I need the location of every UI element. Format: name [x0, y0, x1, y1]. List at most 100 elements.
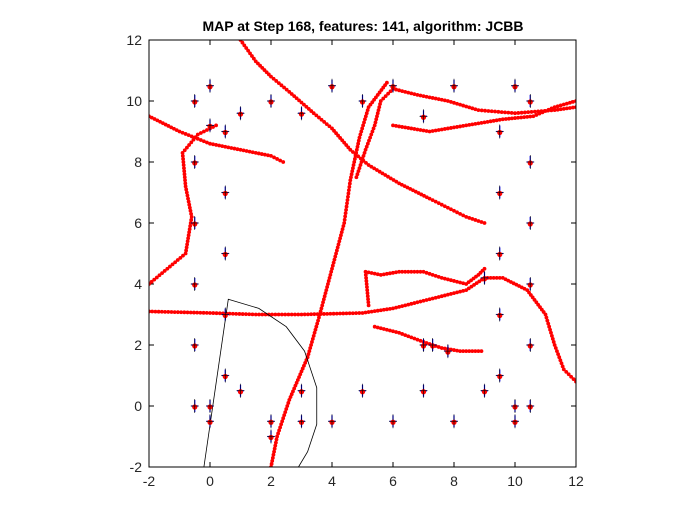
trajectory-point [375, 308, 380, 313]
trajectory-point [180, 154, 185, 158]
trajectory-point [544, 315, 549, 320]
trajectory-point [506, 110, 511, 115]
trajectory-point [181, 160, 186, 164]
trajectory-point [427, 271, 432, 276]
trajectory-point [315, 321, 320, 326]
trajectory-point [491, 118, 496, 123]
trajectory-point [499, 110, 504, 114]
trajectory-point [186, 133, 191, 138]
trajectory-point [271, 452, 276, 457]
trajectory-point [564, 369, 569, 374]
trajectory-point [555, 104, 560, 109]
trajectory-point [279, 312, 284, 317]
trajectory-point [375, 111, 380, 116]
trajectory-point [403, 333, 408, 337]
trajectory-point [522, 115, 527, 120]
trajectory-point [351, 166, 355, 171]
trajectory-point [394, 330, 398, 334]
trajectory-point [360, 126, 365, 131]
trajectory-point [189, 215, 194, 219]
trajectory-point [385, 307, 389, 312]
trajectory-point [295, 378, 300, 382]
trajectory-point [250, 150, 255, 155]
trajectory-point [391, 306, 395, 311]
trajectory-point [187, 202, 192, 207]
trajectory-point [377, 169, 382, 174]
trajectory-point [496, 109, 501, 114]
trajectory-point [313, 327, 318, 332]
trajectory-point [442, 204, 447, 209]
trajectory-point [406, 269, 411, 274]
trajectory-point [297, 375, 301, 380]
trajectory-point [372, 166, 377, 171]
trajectory-point [369, 132, 374, 137]
trajectory-point [289, 312, 294, 317]
trajectory-point [184, 248, 189, 253]
trajectory-point [461, 124, 466, 128]
trajectory-point [559, 361, 564, 366]
trajectory-point [180, 130, 185, 135]
trajectory-point [180, 150, 185, 155]
trajectory-point [458, 211, 462, 216]
trajectory-point [461, 281, 466, 286]
trajectory-point [560, 364, 565, 369]
trajectory-point [400, 332, 405, 336]
trajectory-point [388, 89, 393, 94]
trajectory-point [278, 158, 283, 163]
trajectory-point [371, 126, 376, 131]
trajectory-point [283, 312, 288, 317]
trajectory-point [321, 297, 326, 302]
trajectory-point [566, 372, 571, 377]
trajectory-point [534, 113, 539, 117]
trajectory-point [403, 125, 408, 130]
trajectory-point [270, 312, 274, 317]
trajectory-point [357, 166, 362, 171]
trajectory-point [183, 251, 188, 256]
trajectory-point [187, 230, 192, 235]
trajectory-point [551, 340, 556, 344]
trajectory-point [317, 315, 321, 320]
trajectory-point [325, 285, 330, 289]
trajectory-point [193, 135, 198, 140]
trajectory-point [476, 349, 481, 353]
trajectory-point [322, 312, 326, 316]
trajectory-point [343, 214, 348, 219]
trajectory-point [188, 208, 193, 213]
chart-title: MAP at Step 168, features: 141, algorith… [202, 18, 523, 34]
trajectory-point [476, 219, 481, 223]
trajectory-point [424, 298, 429, 302]
y-tick-label: 4 [134, 276, 142, 292]
trajectory-point [338, 236, 343, 241]
trajectory-point [331, 260, 336, 265]
trajectory-point [169, 310, 174, 314]
trajectory-point [412, 92, 417, 97]
x-tick-label: 4 [328, 473, 336, 489]
trajectory-point [314, 113, 319, 118]
trajectory-point [312, 330, 317, 335]
trajectory-point [354, 311, 358, 316]
trajectory-point [214, 311, 219, 316]
trajectory-point [168, 264, 172, 269]
trajectory-point [433, 273, 438, 278]
trajectory-point [470, 217, 475, 221]
trajectory-point [365, 291, 370, 296]
trajectory-point [394, 270, 398, 275]
trajectory-point [545, 318, 550, 323]
trajectory-point [283, 410, 288, 414]
trajectory-point [327, 124, 332, 129]
trajectory-point [342, 217, 347, 222]
trajectory-point [187, 143, 191, 147]
trajectory-point [347, 181, 352, 186]
trajectory-point [309, 343, 313, 347]
trajectory-point [306, 107, 311, 111]
trajectory-point [503, 117, 508, 121]
trajectory-point [442, 293, 447, 298]
trajectory-point [201, 310, 206, 315]
trajectory-point [366, 300, 371, 305]
trajectory-point [455, 101, 459, 106]
trajectory-point [281, 160, 286, 164]
x-tick-label: 0 [206, 473, 214, 489]
trajectory-point [208, 141, 212, 146]
trajectory-point [324, 122, 329, 126]
trajectory-point [183, 132, 188, 136]
